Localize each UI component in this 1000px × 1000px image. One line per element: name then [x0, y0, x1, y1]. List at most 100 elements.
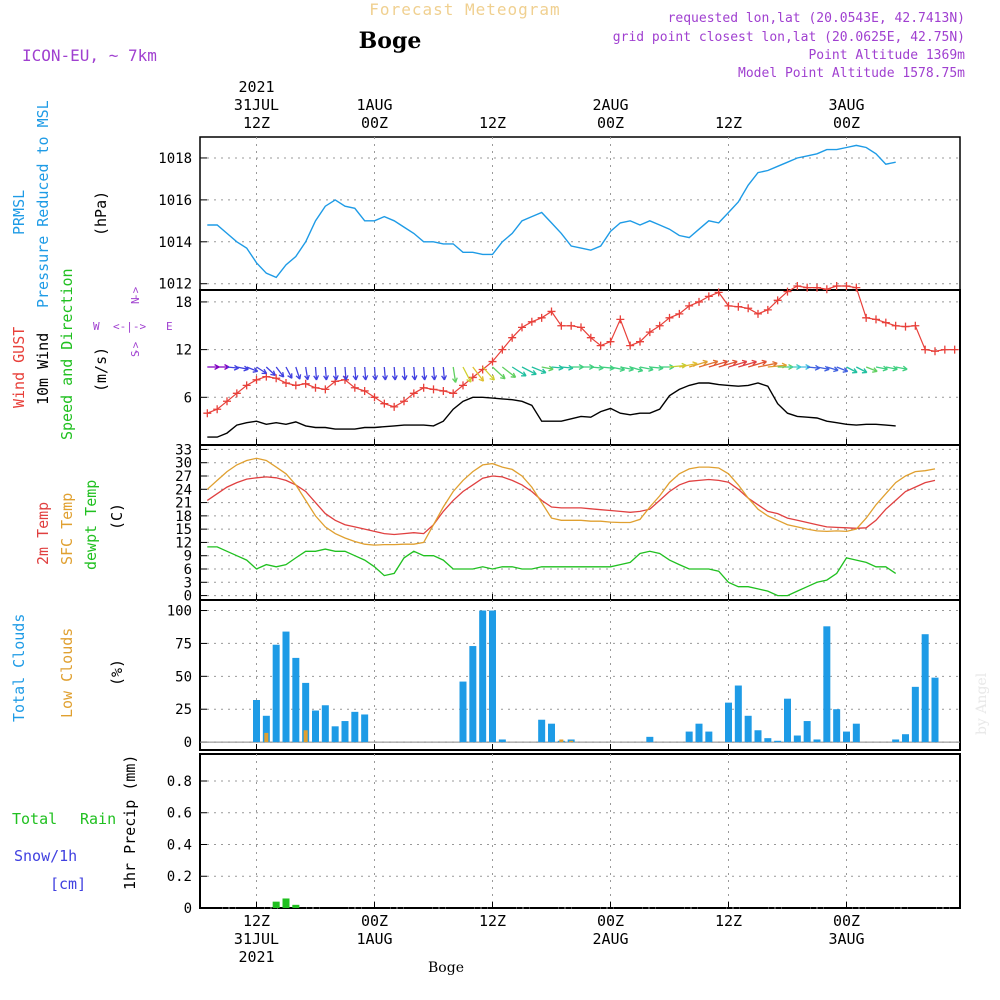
- wind-arrow: [431, 366, 438, 381]
- y-tick-label: 0: [184, 735, 192, 751]
- pressure-line: [207, 144, 896, 279]
- gust-point: [380, 399, 389, 408]
- total-cloud-bar: [892, 739, 900, 743]
- gust-point: [685, 301, 694, 310]
- rain-bar: [292, 904, 300, 908]
- gust-point: [754, 309, 762, 318]
- clouds-panel: 0 25 50 75 100 Total Clouds Low Clouds (%): [10, 599, 961, 751]
- total-cloud-bar: [803, 721, 811, 743]
- total-cloud-bar: [852, 723, 860, 743]
- wind-arrow: [226, 364, 240, 371]
- rain-label: Rain: [80, 810, 116, 828]
- gust-point: [616, 315, 625, 324]
- gust-point: [242, 381, 251, 390]
- y-tick-label: 9: [184, 549, 192, 565]
- pressure-label-1: PRMSL: [10, 190, 28, 235]
- wind-arrow: [332, 366, 339, 381]
- wind-arrow: [285, 366, 293, 379]
- wind-arrow: [865, 366, 878, 373]
- y-tick-label: 0: [184, 589, 192, 605]
- total-cloud-bar: [725, 702, 732, 743]
- wind-arrow: [275, 366, 285, 378]
- total-cloud-bar: [744, 715, 752, 743]
- gust-point: [537, 313, 546, 322]
- requested-coords: requested lon,lat (20.0543E, 42.7413N): [668, 11, 965, 26]
- gust-point: [832, 282, 841, 291]
- wind-arrow: [372, 366, 379, 381]
- t2m-line: [206, 475, 936, 536]
- clouds-unit: (%): [108, 659, 126, 686]
- total-clouds-label: Total Clouds: [10, 614, 28, 722]
- time-tick-label: 00Z: [833, 114, 860, 132]
- total-cloud-bar: [312, 710, 319, 743]
- wind-arrow: [679, 361, 698, 368]
- gust-point: [557, 321, 566, 330]
- y-tick-label: 12: [175, 343, 192, 359]
- svg-text:->: ->: [129, 286, 142, 300]
- wind-arrow: [748, 359, 767, 368]
- gust-point: [714, 288, 723, 297]
- gust-point: [803, 283, 812, 292]
- wind-gust-label: Wind GUST: [10, 327, 28, 408]
- wind-arrow: [511, 366, 527, 377]
- total-cloud-bar: [331, 726, 339, 743]
- total-cloud-bar: [754, 730, 762, 743]
- time-tick-label: 12Z: [479, 114, 506, 132]
- gust-point: [518, 323, 526, 332]
- compass-icon: W <-|-> E -> N -> S: [93, 286, 173, 357]
- gust-point: [940, 345, 949, 354]
- gust-point: [341, 375, 349, 384]
- y-tick-label: 24: [175, 482, 192, 498]
- time-tick-label: 12Z: [243, 912, 270, 930]
- y-tick-label: 1018: [158, 151, 192, 167]
- low-clouds-label: Low Clouds: [58, 628, 76, 718]
- sfc-temp-label: SFC Temp: [58, 493, 76, 565]
- gust-point: [586, 333, 595, 342]
- rain-bar: [282, 898, 290, 908]
- gust-point: [675, 309, 684, 318]
- total-cloud-bar: [282, 631, 290, 743]
- wind-arrow: [698, 359, 719, 368]
- station-title: Boge: [359, 28, 422, 54]
- gust-point: [311, 383, 320, 392]
- wind-arrow: [441, 366, 447, 381]
- precip-panel: 0 0.2 0.4 0.6 0.8 Total Rain Snow/1h [cm] 1h…: [12, 753, 961, 917]
- svg-text:->: ->: [129, 341, 142, 355]
- time-tick-label: 1AUG: [356, 930, 392, 948]
- low-cloud-bar: [569, 740, 574, 743]
- gust-point: [695, 297, 703, 306]
- low-cloud-bar: [264, 732, 269, 743]
- gust-point: [439, 386, 448, 395]
- wind-arrow: [541, 365, 554, 372]
- gust-point: [252, 375, 261, 384]
- gust-point: [901, 322, 910, 331]
- time-tick-label: 3AUG: [828, 96, 864, 114]
- time-tick-label: 31JUL: [234, 930, 279, 948]
- total-cloud-bar: [341, 721, 349, 743]
- wind-arrow: [265, 366, 276, 377]
- y-tick-label: 33: [175, 442, 192, 458]
- total-cloud-bar: [911, 686, 919, 743]
- total-cloud-bar: [646, 736, 654, 743]
- y-tick-label: 1014: [158, 235, 192, 251]
- wind-arrow: [472, 366, 485, 382]
- wind-arrow: [421, 366, 428, 381]
- gust-point: [655, 321, 664, 330]
- time-tick-label: 2021: [238, 78, 274, 96]
- gust-point: [872, 315, 880, 324]
- gust-point: [793, 282, 802, 291]
- gust-point: [203, 409, 212, 418]
- gust-point: [409, 389, 418, 398]
- total-cloud-bar: [784, 698, 791, 743]
- gust-point: [852, 283, 861, 292]
- model-altitude: Model Point Altitude 1578.75m: [738, 66, 965, 81]
- y-tick-label: 30: [175, 456, 192, 472]
- wind-arrow: [531, 366, 547, 375]
- time-tick-label: 31JUL: [234, 96, 279, 114]
- wind-arrow: [246, 366, 259, 373]
- wind-arrow: [521, 366, 537, 376]
- gust-point: [881, 318, 890, 327]
- gust-point: [567, 321, 576, 330]
